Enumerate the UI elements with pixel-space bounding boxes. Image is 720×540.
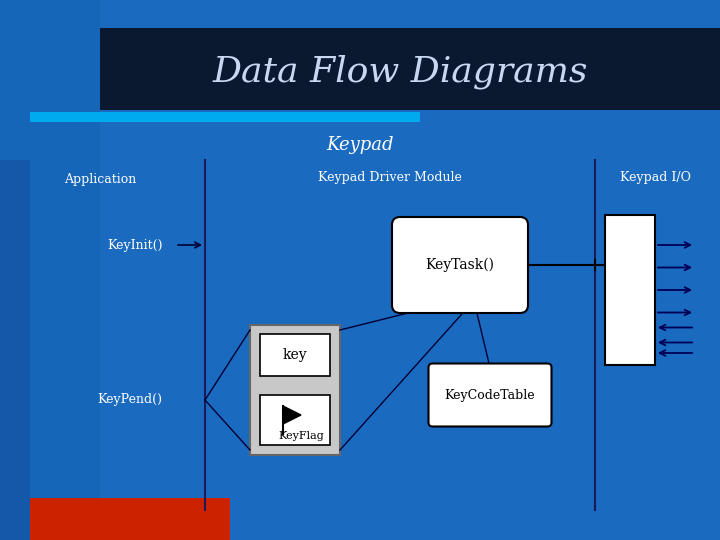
Text: key: key	[283, 348, 307, 362]
Bar	[0, 160, 30, 540]
Bar	[260, 395, 330, 445]
Bar	[250, 325, 340, 455]
Text: KeyFlag: KeyFlag	[278, 431, 324, 441]
Text: KeyTask(): KeyTask()	[426, 258, 495, 272]
Bar	[100, 28, 720, 110]
Text: Keypad: Keypad	[326, 136, 394, 154]
Bar	[30, 498, 230, 540]
FancyBboxPatch shape	[428, 363, 552, 427]
Bar	[30, 112, 420, 122]
Bar	[260, 334, 330, 376]
Text: KeyCodeTable: KeyCodeTable	[445, 388, 535, 402]
Bar	[0, 0, 100, 540]
Text: Keypad I/O: Keypad I/O	[619, 172, 690, 185]
Text: Application: Application	[64, 173, 136, 186]
Polygon shape	[283, 406, 301, 424]
FancyBboxPatch shape	[392, 217, 528, 313]
Bar	[605, 215, 655, 365]
Text: Keypad Driver Module: Keypad Driver Module	[318, 172, 462, 185]
Text: KeyInit(): KeyInit()	[107, 239, 163, 252]
Text: KeyPend(): KeyPend()	[97, 394, 163, 407]
Text: Data Flow Diagrams: Data Flow Diagrams	[212, 55, 588, 89]
